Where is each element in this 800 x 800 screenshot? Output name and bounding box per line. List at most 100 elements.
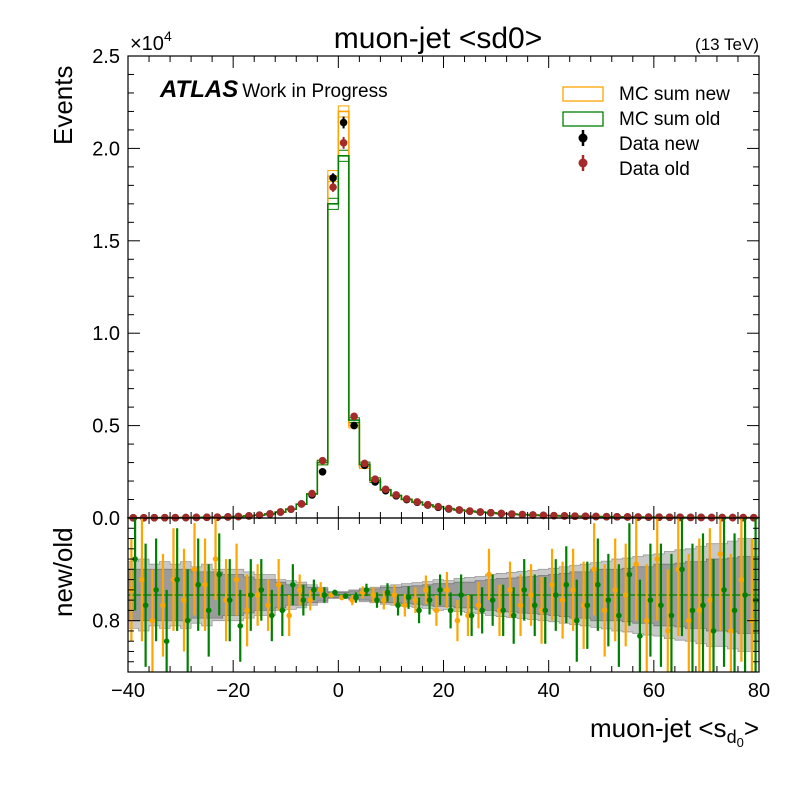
ratio-point: [689, 607, 696, 614]
ratio-point: [549, 581, 555, 588]
y-multiplier-exp: 4: [164, 28, 172, 44]
ratio-point: [391, 592, 398, 598]
x-tick-label: −40: [111, 680, 145, 702]
data-old-point: [529, 511, 537, 519]
ratio-point: [381, 597, 387, 603]
x-tick-label: −20: [216, 680, 250, 702]
y-tick-label: 1.0: [92, 323, 120, 345]
ratio-point: [233, 576, 240, 583]
ratio-point: [423, 587, 429, 593]
ratio-point: [191, 566, 198, 573]
ratio-point: [696, 607, 703, 614]
ratio-point: [370, 592, 377, 598]
ratio-point: [139, 576, 145, 583]
ratio-point: [479, 607, 485, 614]
energy-label: (13 TeV): [695, 35, 759, 54]
ratio-point: [437, 587, 443, 593]
ratio-point: [307, 597, 314, 603]
ratio-point: [317, 587, 324, 593]
ratio-point: [531, 602, 538, 609]
data-old-point: [444, 504, 453, 513]
data-old-point: [434, 502, 443, 511]
ratio-point: [591, 566, 597, 573]
legend-label-mc-sum-new: MC sum new: [619, 84, 730, 105]
mc-sum-old-histogram: [127, 154, 760, 519]
data-old-point: [276, 508, 285, 516]
y-axis-title-main: Events: [48, 66, 78, 146]
ratio-point: [605, 597, 612, 603]
data-old-point: [234, 512, 243, 521]
data-old-point: [224, 513, 232, 521]
ratio-point: [181, 597, 187, 603]
ratio-point: [412, 597, 419, 603]
ratio-point: [447, 607, 454, 614]
ratio-point: [332, 589, 338, 596]
ratio-point: [454, 617, 461, 624]
ratio-point: [226, 597, 233, 603]
ratio-point: [633, 561, 640, 567]
x-axis-title-end: >: [744, 713, 759, 743]
ratio-point: [216, 571, 223, 578]
ratio-point: [616, 612, 622, 619]
ratio-panel: 0.8 −40 −20 0 20 40 60 80: [92, 517, 770, 702]
ratio-point: [300, 597, 307, 603]
data-old-point: [392, 491, 400, 499]
data-old-point: [602, 512, 611, 521]
ratio-point: [686, 617, 692, 624]
ratio-point: [142, 602, 149, 609]
data-old-point: [203, 513, 211, 522]
y-tick-label: 1.5: [92, 231, 120, 253]
data-new-point: [339, 118, 348, 127]
x-tick-label: 0: [333, 680, 344, 702]
ratio-point: [202, 581, 208, 588]
ratio-point: [258, 587, 265, 593]
x-axis-title: muon-jet <sd0>: [590, 713, 759, 750]
ratio-point: [584, 602, 591, 609]
data-old-point: [508, 510, 516, 518]
data-old-point: [360, 459, 369, 468]
ratio-point: [570, 587, 576, 593]
legend: MC sum new MC sum old Data new Data old: [562, 84, 730, 180]
ratio-point: [153, 587, 159, 593]
data-old-point: [339, 139, 348, 147]
data-old-point: [381, 485, 390, 494]
ratio-point: [500, 607, 506, 614]
data-old-point: [465, 507, 474, 515]
ratio-point: [643, 617, 650, 624]
ratio-point: [296, 587, 303, 593]
ratio-point: [363, 587, 370, 593]
legend-swatch-mc-sum-old: [562, 111, 604, 127]
legend-label-mc-sum-old: MC sum old: [619, 109, 720, 130]
data-old-point: [350, 412, 358, 421]
ratio-point: [174, 576, 180, 583]
data-old-point: [455, 506, 464, 514]
legend-label-data-old: Data old: [619, 159, 690, 180]
data-old-point: [402, 495, 411, 503]
data-old-point: [518, 510, 527, 519]
data-new-point: [329, 174, 337, 182]
ratio-point: [595, 581, 601, 588]
ratio-point: [405, 594, 412, 601]
ratio-point: [647, 597, 654, 603]
legend-marker-data-old: [578, 155, 588, 171]
legend-marker: [578, 158, 588, 168]
data-old-point: [287, 505, 295, 513]
y-axis-title-ratio: new/old: [48, 527, 78, 617]
ratio-point: [132, 556, 138, 562]
ratio-point: [622, 592, 629, 598]
ratio-axis-ticks: 0.8 −40 −20 0 20 40 60 80: [92, 518, 770, 702]
x-axis-title-sub: d: [727, 727, 737, 747]
data-old-point: [665, 513, 674, 522]
ratio-point: [269, 612, 275, 619]
x-axis-title-text: muon-jet <s: [590, 713, 727, 743]
data-old-point: [623, 513, 632, 521]
data-old-point: [266, 510, 274, 518]
data-old-point: [318, 456, 327, 465]
y-multiplier: ×104: [130, 28, 172, 55]
data-old-point: [613, 512, 621, 521]
ratio-point: [521, 587, 528, 593]
data-old-point: [371, 475, 379, 483]
ratio-point: [265, 602, 271, 609]
data-old-point: [423, 500, 432, 509]
data-old-point: [297, 500, 306, 508]
